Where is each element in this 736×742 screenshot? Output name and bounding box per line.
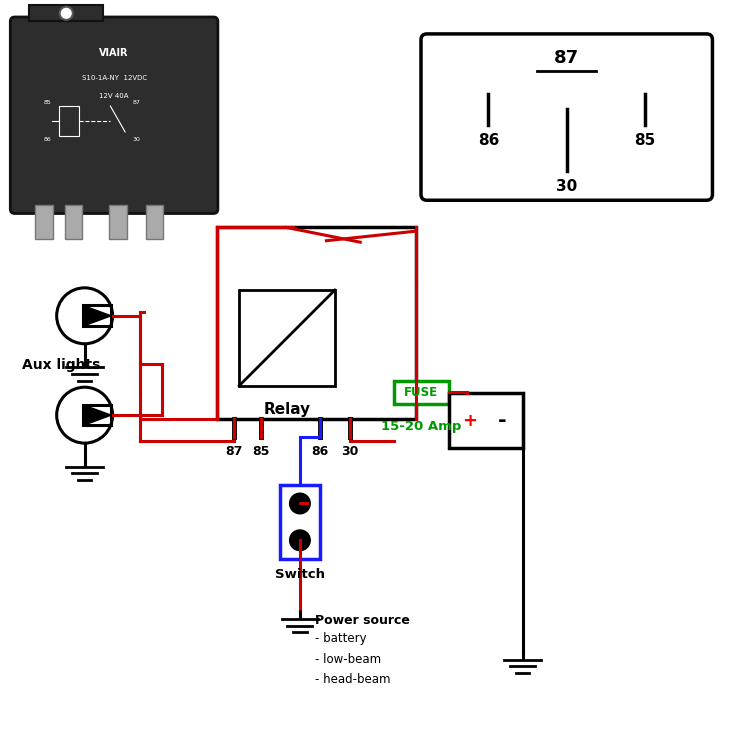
FancyBboxPatch shape xyxy=(421,34,712,200)
Text: 87: 87 xyxy=(225,444,243,458)
Text: -: - xyxy=(498,410,506,430)
Text: 30: 30 xyxy=(556,179,577,194)
Text: FUSE: FUSE xyxy=(404,386,439,399)
Polygon shape xyxy=(83,405,111,425)
Text: 30: 30 xyxy=(341,444,358,458)
Text: VIAIR: VIAIR xyxy=(99,48,129,59)
Text: Relay: Relay xyxy=(263,402,311,417)
Text: 86: 86 xyxy=(43,137,52,142)
Circle shape xyxy=(289,493,311,513)
Bar xyxy=(217,228,416,418)
Text: 86: 86 xyxy=(311,444,329,458)
Bar xyxy=(65,206,82,238)
Bar xyxy=(83,405,111,425)
Text: Switch: Switch xyxy=(275,568,325,580)
Text: +: + xyxy=(462,412,477,430)
Text: 87: 87 xyxy=(554,49,579,68)
Text: Power source: Power source xyxy=(315,614,409,627)
FancyBboxPatch shape xyxy=(10,17,218,214)
Bar xyxy=(83,306,111,326)
Text: - low-beam: - low-beam xyxy=(315,653,381,666)
Bar xyxy=(109,206,127,238)
Bar xyxy=(59,106,79,136)
Bar xyxy=(35,206,53,238)
Text: - battery: - battery xyxy=(315,632,367,646)
Text: 87: 87 xyxy=(132,100,141,105)
Text: S10-1A-NY  12VDC: S10-1A-NY 12VDC xyxy=(82,75,146,81)
Bar xyxy=(280,485,320,559)
Bar xyxy=(239,290,335,386)
Text: Aux lights: Aux lights xyxy=(22,358,100,372)
Text: 86: 86 xyxy=(478,133,499,148)
Text: 85: 85 xyxy=(43,100,52,105)
Circle shape xyxy=(289,530,311,551)
Text: 30: 30 xyxy=(132,137,141,142)
Bar xyxy=(146,206,163,238)
Text: - head-beam: - head-beam xyxy=(315,674,390,686)
Bar xyxy=(29,5,103,22)
Bar xyxy=(394,381,449,404)
Circle shape xyxy=(60,7,73,20)
Polygon shape xyxy=(83,306,111,326)
Text: 85: 85 xyxy=(252,444,270,458)
Text: 15-20 Amp: 15-20 Amp xyxy=(381,420,461,433)
Text: 12V 40A: 12V 40A xyxy=(99,93,129,99)
Text: 85: 85 xyxy=(634,133,656,148)
Bar xyxy=(449,393,523,448)
